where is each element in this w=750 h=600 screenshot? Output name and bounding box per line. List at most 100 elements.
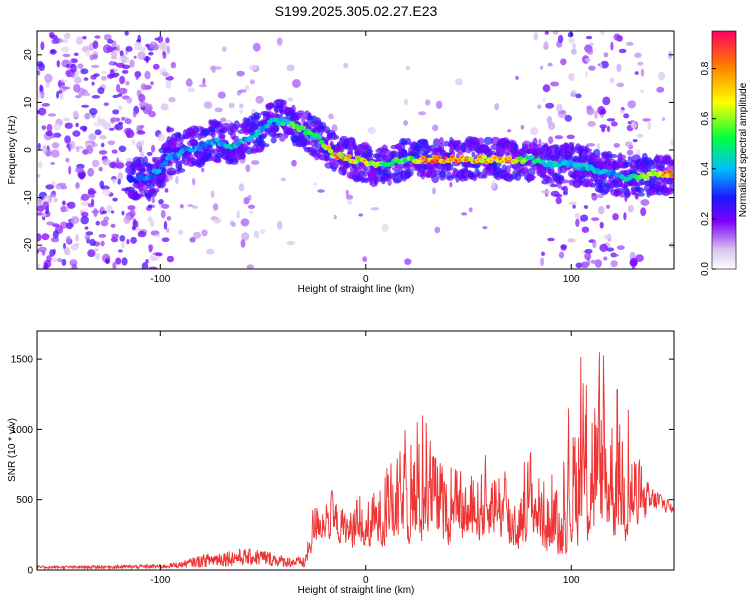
noise-blob bbox=[82, 126, 87, 132]
noise-blob bbox=[135, 226, 141, 232]
noise-blob bbox=[544, 31, 549, 35]
noise-blob bbox=[160, 210, 166, 219]
noise-blob bbox=[243, 197, 250, 205]
noise-blob bbox=[72, 110, 79, 118]
noise-blob bbox=[84, 50, 91, 57]
noise-blob bbox=[80, 201, 89, 206]
noise-blob bbox=[566, 134, 575, 140]
noise-blob bbox=[203, 101, 213, 109]
colorbar: 0.0 0.2 0.4 0.6 0.8 Normalized spectral ampl… bbox=[700, 30, 749, 276]
noise-blob bbox=[563, 185, 568, 194]
noise-blob bbox=[286, 240, 295, 246]
noise-blob bbox=[599, 124, 608, 129]
noise-blob bbox=[117, 172, 124, 181]
ridge-core-blob bbox=[162, 160, 169, 166]
ridge-halo-blob bbox=[455, 145, 463, 150]
noise-blob bbox=[129, 59, 135, 68]
ridge-halo-blob bbox=[521, 140, 532, 149]
noise-blob bbox=[599, 31, 605, 35]
noise-blob bbox=[66, 222, 73, 230]
noise-blob bbox=[72, 130, 81, 137]
noise-blob bbox=[52, 230, 59, 240]
ridge-peak-blob bbox=[435, 159, 439, 162]
noise-blob bbox=[103, 216, 110, 222]
noise-blob bbox=[244, 84, 250, 91]
noise-blob bbox=[117, 178, 121, 185]
noise-blob bbox=[118, 56, 125, 61]
noise-blob bbox=[594, 110, 598, 119]
noise-blob bbox=[241, 232, 250, 241]
noise-blob bbox=[147, 204, 153, 209]
noise-blob bbox=[435, 100, 443, 110]
noise-blob bbox=[590, 259, 596, 264]
ridge-halo-blob bbox=[637, 192, 645, 197]
noise-blob bbox=[131, 138, 136, 146]
noise-blob bbox=[88, 193, 96, 199]
noise-blob bbox=[68, 165, 72, 175]
ridge-peak-blob bbox=[478, 155, 482, 159]
noise-blob bbox=[570, 48, 577, 55]
ridge-halo-blob bbox=[584, 148, 592, 153]
ridge-halo-blob bbox=[148, 182, 155, 190]
noise-blob bbox=[603, 234, 612, 240]
noise-blob bbox=[600, 60, 609, 69]
noise-blob bbox=[634, 71, 639, 75]
noise-blob bbox=[46, 123, 53, 133]
noise-blob bbox=[166, 227, 170, 233]
noise-blob bbox=[564, 114, 572, 122]
ridge-halo-blob bbox=[527, 167, 536, 176]
ridge-halo-blob bbox=[601, 177, 607, 183]
noise-blob bbox=[626, 41, 634, 46]
ridge-halo-blob bbox=[287, 127, 295, 134]
chart-title: S199.2025.305.02.27.E23 bbox=[275, 3, 438, 19]
noise-blob bbox=[253, 230, 259, 239]
noise-blob bbox=[37, 90, 41, 99]
ridge-core-blob bbox=[581, 166, 587, 172]
noise-blob bbox=[636, 133, 644, 138]
ridge-peak-blob bbox=[670, 174, 674, 177]
spectrogram-x-label: Height of straight line (km) bbox=[298, 284, 415, 295]
noise-blob bbox=[212, 203, 219, 211]
noise-blob bbox=[64, 122, 73, 129]
noise-blob bbox=[117, 105, 123, 111]
ridge-halo-blob bbox=[433, 138, 440, 147]
noise-blob bbox=[51, 38, 59, 45]
ridge-peak-blob bbox=[430, 160, 434, 163]
ridge-halo-blob bbox=[635, 187, 645, 194]
noise-blob bbox=[102, 44, 112, 54]
ridge-core-blob bbox=[644, 175, 650, 181]
noise-blob bbox=[148, 244, 154, 250]
noise-blob bbox=[599, 62, 603, 70]
noise-blob bbox=[50, 162, 55, 165]
noise-blob bbox=[70, 63, 77, 73]
noise-blob bbox=[623, 212, 627, 221]
noise-blob bbox=[248, 64, 258, 71]
noise-blob bbox=[640, 207, 647, 217]
noise-blob bbox=[217, 91, 226, 99]
noise-blob bbox=[126, 97, 133, 104]
noise-blob bbox=[202, 77, 206, 86]
noise-blob bbox=[75, 182, 80, 189]
noise-blob bbox=[220, 117, 227, 123]
noise-blob bbox=[606, 118, 616, 122]
ridge-core-blob bbox=[273, 117, 280, 123]
noise-blob bbox=[150, 81, 154, 86]
noise-blob bbox=[85, 231, 94, 236]
noise-blob bbox=[63, 117, 71, 122]
ridge-core-blob bbox=[167, 155, 173, 161]
noise-blob bbox=[41, 213, 47, 218]
ridge-peak-blob bbox=[333, 153, 337, 157]
noise-blob bbox=[109, 161, 117, 169]
noise-blob bbox=[124, 118, 132, 125]
ridge-halo-blob bbox=[522, 165, 528, 174]
noise-blob bbox=[192, 178, 196, 186]
noise-blob bbox=[83, 77, 89, 81]
noise-blob bbox=[154, 234, 161, 238]
noise-blob bbox=[597, 106, 606, 115]
noise-blob bbox=[40, 41, 45, 51]
noise-blob bbox=[587, 49, 594, 55]
noise-blob bbox=[152, 63, 160, 70]
y-tick-label: 1500 bbox=[11, 355, 34, 366]
ridge-core-blob bbox=[316, 135, 323, 140]
noise-blob bbox=[404, 258, 412, 266]
